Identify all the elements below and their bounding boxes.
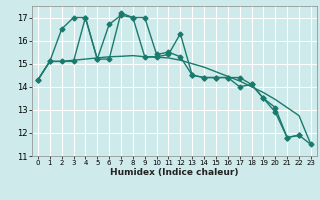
X-axis label: Humidex (Indice chaleur): Humidex (Indice chaleur) (110, 168, 239, 177)
